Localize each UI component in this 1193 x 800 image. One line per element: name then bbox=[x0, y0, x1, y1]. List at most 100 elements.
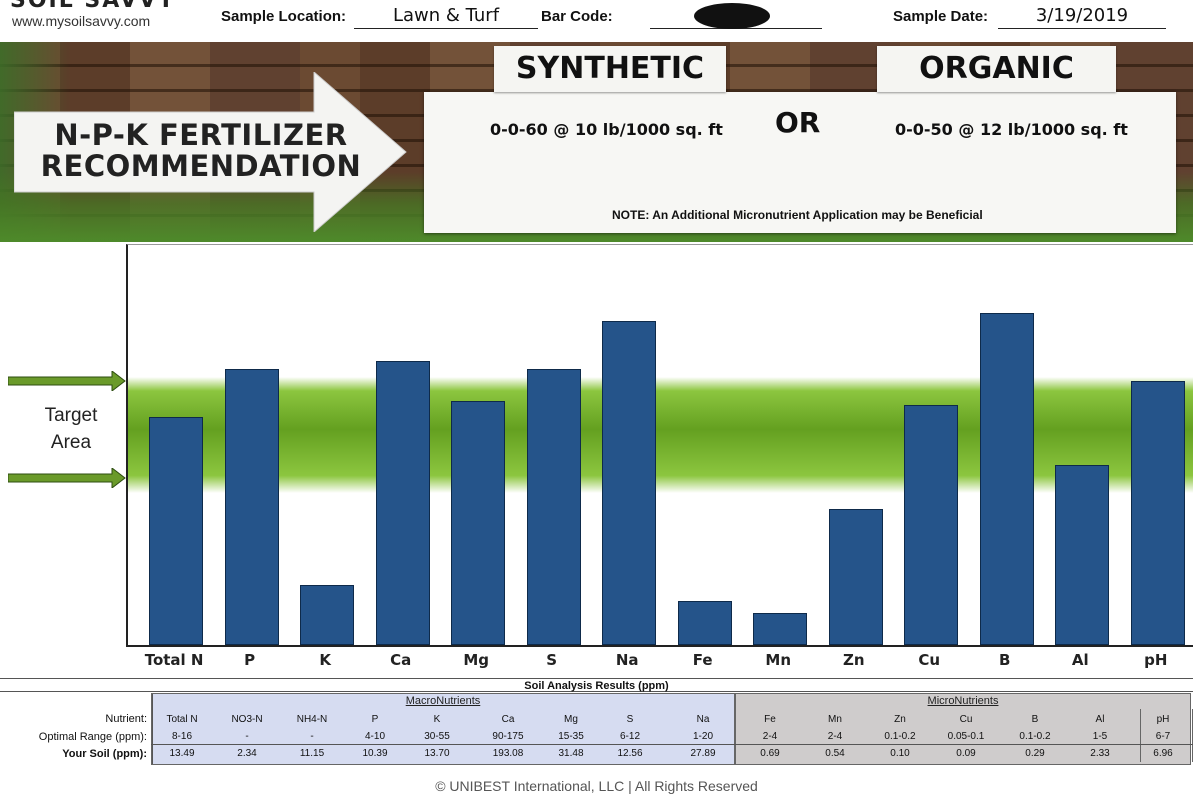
cell-optimal-mn: 2-4 bbox=[827, 731, 843, 742]
cell-your-soil-no3-n: 2.34 bbox=[237, 748, 257, 759]
cell-nutrient-na: Na bbox=[696, 714, 710, 725]
synthetic-rate: 0-0-60 @ 10 lb/1000 sq. ft bbox=[490, 120, 723, 139]
cell-optimal-nh4-n: - bbox=[310, 731, 314, 742]
redaction-mark bbox=[694, 3, 770, 29]
cell-optimal-zn: 0.1-0.2 bbox=[884, 731, 916, 742]
x-label-zn: Zn bbox=[842, 651, 865, 669]
cell-nutrient-nh4-n: NH4-N bbox=[296, 714, 328, 725]
cell-your-soil-fe: 0.69 bbox=[760, 748, 780, 759]
cell-your-soil-al: 2.33 bbox=[1090, 748, 1110, 759]
cell-nutrient-s: S bbox=[626, 714, 634, 725]
cell-your-soil-mg: 31.48 bbox=[558, 748, 584, 759]
cell-nutrient-fe: Fe bbox=[764, 714, 776, 725]
x-label-s: S bbox=[546, 651, 558, 669]
bar-b bbox=[979, 313, 1034, 645]
target-upper-arrow-icon bbox=[8, 371, 126, 391]
cell-your-soil-p: 10.39 bbox=[362, 748, 388, 759]
bar-k bbox=[300, 585, 355, 645]
macronutrients-group: MacroNutrients bbox=[151, 693, 735, 765]
table-title: Soil Analysis Results (ppm) bbox=[0, 678, 1193, 692]
cell-optimal-b: 0.1-0.2 bbox=[1019, 731, 1051, 742]
cell-nutrient-no3-n: NO3-N bbox=[231, 714, 263, 725]
row-label-your-soil: Your Soil (ppm): bbox=[62, 748, 147, 760]
bar-fe bbox=[677, 601, 732, 645]
bar-mg bbox=[451, 401, 506, 645]
bar-zn bbox=[828, 509, 883, 645]
synthetic-tab: SYNTHETIC bbox=[494, 46, 726, 92]
x-label-k: K bbox=[319, 651, 331, 669]
cell-nutrient-cu: Cu bbox=[959, 714, 973, 725]
table-left-rule bbox=[152, 694, 153, 764]
bar-ca bbox=[375, 361, 430, 645]
big-arrow-icon bbox=[14, 72, 407, 232]
micronutrient-note: NOTE: An Additional Micronutrient Applic… bbox=[612, 208, 983, 222]
bar-total-n bbox=[149, 417, 204, 645]
cell-your-soil-ca: 193.08 bbox=[492, 748, 524, 759]
cell-your-soil-cu: 0.09 bbox=[956, 748, 976, 759]
chart-plot-area bbox=[126, 244, 1193, 647]
npk-title: N-P-K FERTILIZER RECOMMENDATION bbox=[36, 120, 366, 182]
bar-s bbox=[526, 369, 581, 645]
bar-mn bbox=[753, 613, 808, 645]
cell-optimal-total-n: 8-16 bbox=[171, 731, 192, 742]
cell-nutrient-mg: Mg bbox=[564, 714, 578, 725]
cell-nutrient-ph: pH bbox=[1156, 714, 1170, 725]
copyright-footer: © UNIBEST International, LLC | All Right… bbox=[435, 778, 758, 794]
bar-p bbox=[224, 369, 279, 645]
cell-nutrient-al: Al bbox=[1095, 714, 1105, 725]
cell-nutrient-p: P bbox=[371, 714, 379, 725]
cell-optimal-s: 6-12 bbox=[619, 731, 640, 742]
x-label-b: B bbox=[999, 651, 1011, 669]
target-lower-arrow-icon bbox=[8, 468, 126, 488]
cell-optimal-al: 1-5 bbox=[1092, 731, 1108, 742]
website-link[interactable]: www.mysoilsavvy.com bbox=[12, 13, 151, 29]
target-label-line1: Target bbox=[44, 405, 98, 426]
cell-optimal-p: 4-10 bbox=[364, 731, 385, 742]
cell-optimal-no3-n: - bbox=[245, 731, 249, 742]
organic-rate: 0-0-50 @ 12 lb/1000 sq. ft bbox=[895, 120, 1128, 139]
x-label-al: Al bbox=[1071, 651, 1089, 669]
row-label-optimal: Optimal Range (ppm): bbox=[38, 731, 147, 743]
bar-ph bbox=[1130, 381, 1185, 645]
bar-cu bbox=[904, 405, 959, 645]
cell-nutrient-k: K bbox=[433, 714, 441, 725]
sample-date-label: Sample Date: bbox=[893, 8, 989, 25]
target-area-label: Target Area bbox=[38, 402, 104, 456]
sample-date-value: 3/19/2019 bbox=[998, 5, 1166, 29]
cell-optimal-fe: 2-4 bbox=[762, 731, 778, 742]
brand-logo-text: SOIL SAVVY bbox=[10, 0, 176, 13]
cell-optimal-cu: 0.05-0.1 bbox=[947, 731, 985, 742]
organic-tab: ORGANIC bbox=[877, 46, 1116, 92]
x-label-na: Na bbox=[615, 651, 639, 669]
micronutrients-group: MicroNutrients bbox=[735, 693, 1191, 765]
cell-your-soil-nh4-n: 11.15 bbox=[299, 748, 325, 759]
npk-title-line2: RECOMMENDATION bbox=[40, 149, 362, 183]
x-label-total-n: Total N bbox=[144, 651, 204, 669]
x-label-mg: Mg bbox=[463, 651, 489, 669]
sample-location-value: Lawn & Turf bbox=[354, 5, 538, 29]
your-soil-row-divider bbox=[151, 744, 1193, 745]
x-label-ph: pH bbox=[1144, 651, 1168, 669]
cell-optimal-ca: 90-175 bbox=[492, 731, 524, 742]
x-label-fe: Fe bbox=[692, 651, 713, 669]
cell-nutrient-mn: Mn bbox=[828, 714, 842, 725]
cell-nutrient-zn: Zn bbox=[894, 714, 906, 725]
x-label-p: P bbox=[244, 651, 256, 669]
cell-your-soil-k: 13.70 bbox=[424, 748, 450, 759]
cell-your-soil-mn: 0.54 bbox=[825, 748, 845, 759]
x-label-ca: Ca bbox=[390, 651, 412, 669]
cell-your-soil-s: 12.56 bbox=[617, 748, 643, 759]
or-label: OR bbox=[775, 106, 821, 139]
x-label-cu: Cu bbox=[918, 651, 941, 669]
target-label-line2: Area bbox=[50, 432, 92, 453]
cell-your-soil-b: 0.29 bbox=[1025, 748, 1045, 759]
cell-your-soil-zn: 0.10 bbox=[890, 748, 910, 759]
cell-optimal-mg: 15-35 bbox=[558, 731, 584, 742]
cell-nutrient-total-n: Total N bbox=[166, 714, 198, 725]
cell-optimal-ph: 6-7 bbox=[1155, 731, 1171, 742]
cell-your-soil-na: 27.89 bbox=[690, 748, 716, 759]
row-label-nutrient: Nutrient: bbox=[105, 713, 147, 725]
bar-code-label: Bar Code: bbox=[541, 8, 613, 25]
bar-na bbox=[602, 321, 657, 645]
npk-title-line1: N-P-K FERTILIZER bbox=[54, 118, 348, 152]
